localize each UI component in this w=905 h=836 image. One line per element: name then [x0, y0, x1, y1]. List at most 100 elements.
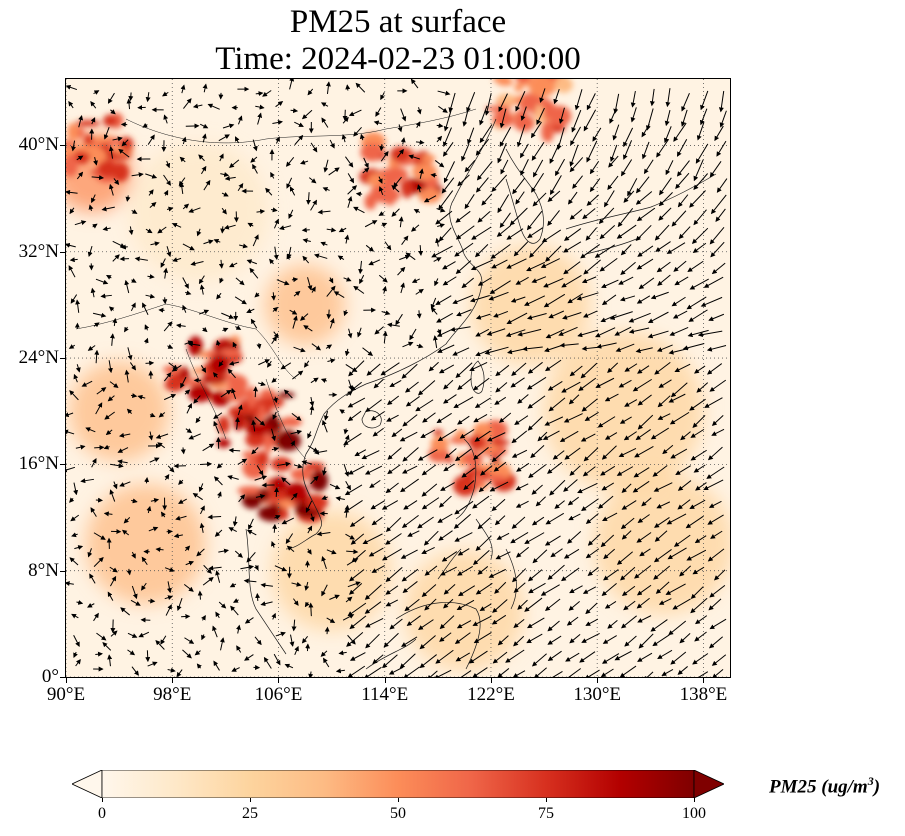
wind-arrow	[373, 120, 382, 126]
wind-arrow	[378, 186, 384, 196]
wind-arrow	[497, 194, 510, 214]
wind-arrow	[638, 277, 655, 290]
wind-arrow	[175, 515, 187, 521]
wind-arrow	[307, 277, 313, 291]
wind-arrow	[165, 160, 171, 169]
wind-arrow	[709, 379, 727, 392]
wind-arrow	[409, 328, 417, 341]
lon-tick-label: 114°E	[361, 684, 409, 705]
wind-arrow	[145, 173, 158, 179]
wind-arrow	[690, 449, 707, 461]
wind-arrow	[105, 429, 113, 436]
wind-arrow	[455, 260, 472, 275]
wind-arrow	[344, 484, 363, 496]
wind-arrow	[700, 90, 709, 111]
wind-arrow	[85, 427, 96, 433]
wind-arrow	[637, 365, 650, 374]
wind-arrow	[572, 175, 583, 189]
wind-arrow	[558, 107, 565, 124]
wind-arrow	[554, 500, 565, 509]
wind-arrow	[120, 244, 128, 250]
wind-arrow	[276, 461, 291, 467]
wind-arrow	[636, 207, 656, 222]
wind-arrow	[666, 242, 686, 254]
wind-arrow	[604, 432, 618, 440]
wind-arrow	[601, 294, 617, 306]
lon-tick-label: 130°E	[573, 684, 622, 705]
wind-arrow	[604, 393, 619, 402]
wind-arrow	[366, 363, 381, 376]
wind-arrow	[438, 364, 455, 374]
wind-arrow	[408, 154, 421, 160]
wind-arrow	[491, 449, 506, 463]
colorbar-tick-mark	[250, 798, 251, 802]
wind-arrow	[271, 428, 277, 442]
pm25-hotspot	[285, 482, 308, 503]
pm25-hotspot	[486, 474, 507, 483]
wind-arrow	[272, 120, 283, 125]
wind-arrow	[548, 397, 566, 412]
wind-arrow	[109, 381, 119, 388]
wind-arrow	[391, 208, 400, 217]
wind-arrow	[589, 160, 600, 175]
lon-tick-label: 138°E	[679, 684, 728, 705]
wind-arrow	[669, 411, 690, 425]
wind-arrow	[235, 136, 240, 144]
wind-arrow	[636, 176, 650, 194]
wind-arrow	[339, 409, 345, 415]
wind-arrow	[218, 360, 224, 367]
wind-arrow	[108, 183, 114, 196]
wind-arrow	[364, 465, 383, 475]
wind-arrow	[348, 465, 365, 475]
wind-arrow	[657, 413, 671, 420]
colorbar-tick-mark	[694, 798, 695, 802]
haze-blob	[470, 244, 591, 365]
wind-arrow	[547, 210, 560, 226]
wind-arrow	[547, 190, 561, 202]
wind-arrow	[237, 182, 244, 192]
wind-arrow	[300, 159, 309, 165]
wind-arrow	[178, 498, 187, 504]
wind-arrow	[444, 448, 457, 459]
wind-arrow	[103, 511, 113, 517]
wind-arrow	[333, 291, 345, 298]
wind-arrow	[293, 346, 306, 353]
wind-arrow	[234, 416, 240, 430]
colorbar-tick-mark	[102, 798, 103, 802]
wind-arrow	[618, 448, 637, 457]
wind-arrow	[179, 156, 186, 163]
wind-arrow	[354, 449, 367, 457]
wind-arrow	[218, 134, 230, 142]
wind-arrow	[167, 465, 175, 473]
wind-arrow	[695, 143, 709, 164]
wind-arrow	[696, 382, 709, 393]
wind-arrow	[430, 297, 437, 310]
pm25-hotspot	[468, 434, 485, 451]
wind-arrow	[658, 379, 672, 388]
wind-arrow	[347, 410, 362, 422]
wind-arrow	[699, 108, 708, 126]
wind-arrow	[343, 428, 349, 435]
wind-arrow	[380, 150, 389, 162]
wind-arrow	[275, 101, 284, 108]
wind-arrow	[69, 497, 75, 503]
wind-arrow	[200, 505, 205, 515]
wind-arrow	[490, 243, 511, 259]
wind-arrow	[119, 481, 131, 487]
wind-arrow	[290, 429, 303, 435]
wind-arrow	[391, 428, 403, 438]
pm25-hotspot	[497, 93, 515, 104]
wind-arrow	[675, 465, 691, 476]
wind-arrow	[545, 328, 565, 339]
lon-tick-mark	[66, 678, 67, 683]
wind-arrow	[637, 394, 652, 406]
wind-arrow	[455, 210, 471, 223]
wind-arrow	[635, 347, 653, 354]
wind-arrow	[343, 309, 349, 317]
wind-arrow	[345, 481, 351, 491]
wind-arrow	[311, 343, 322, 351]
wind-arrow	[95, 278, 109, 285]
wind-arrow	[607, 175, 619, 191]
wind-vectors	[66, 79, 728, 677]
wind-arrow	[544, 416, 564, 426]
